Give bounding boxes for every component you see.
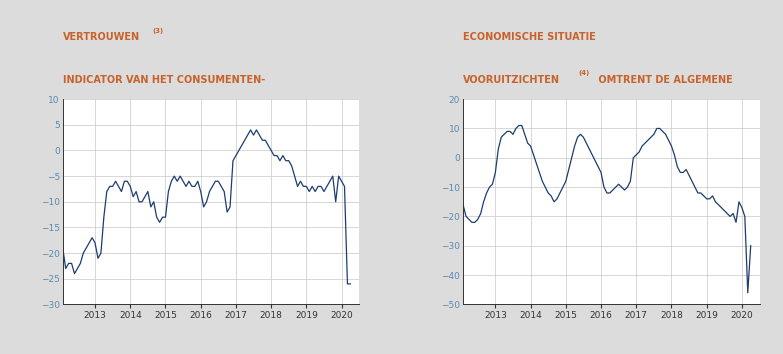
- Text: (3): (3): [153, 28, 164, 34]
- Text: (4): (4): [579, 70, 590, 76]
- Text: ECONOMISCHE SITUATIE: ECONOMISCHE SITUATIE: [463, 33, 596, 42]
- Text: OMTRENT DE ALGEMENE: OMTRENT DE ALGEMENE: [594, 75, 732, 85]
- Text: INDICATOR VAN HET CONSUMENTEN-: INDICATOR VAN HET CONSUMENTEN-: [63, 75, 265, 85]
- Text: VOORUITZICHTEN: VOORUITZICHTEN: [463, 75, 560, 85]
- Text: VERTROUWEN: VERTROUWEN: [63, 33, 139, 42]
